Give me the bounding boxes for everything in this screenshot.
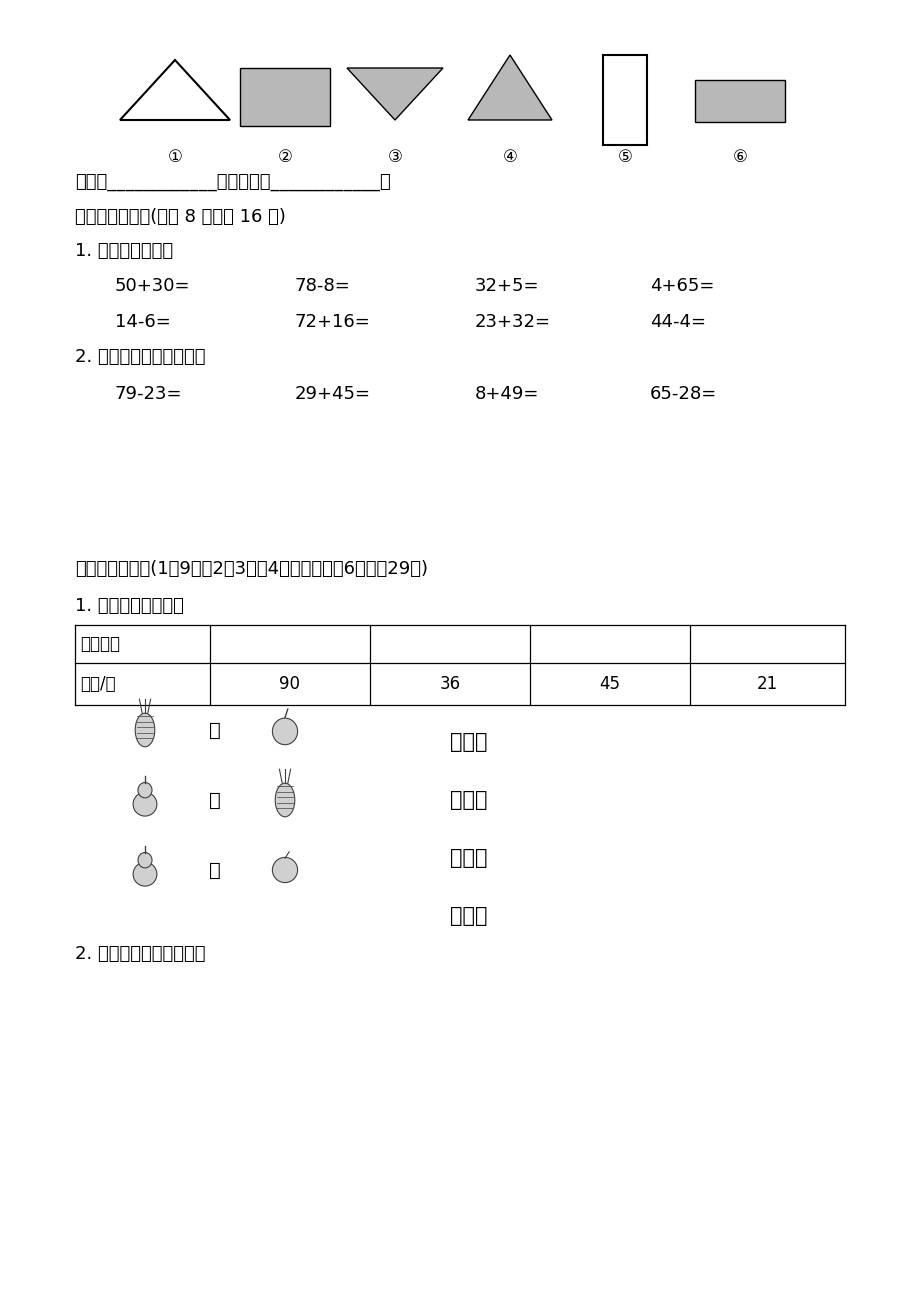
Bar [694, 79, 784, 122]
Text: 七、解决问题。(1题9分，2、3题各4分，其余每题6分，共29分): 七、解决问题。(1题9分，2、3题各4分，其余每题6分，共29分) [75, 560, 427, 578]
Text: 21: 21 [756, 674, 777, 693]
Text: 多一些: 多一些 [449, 732, 487, 753]
Text: ④: ④ [502, 148, 516, 165]
Text: 72+16=: 72+16= [295, 312, 370, 331]
Text: 23+32=: 23+32= [474, 312, 550, 331]
Bar [602, 55, 646, 145]
Text: 少一些: 少一些 [449, 848, 487, 868]
Text: 29+45=: 29+45= [295, 385, 370, 404]
Ellipse shape [138, 783, 152, 798]
Ellipse shape [272, 858, 297, 883]
Text: 一类是____________；另一类是____________。: 一类是____________；另一类是____________。 [75, 173, 391, 191]
Text: 多得多: 多得多 [449, 790, 487, 810]
Text: 2. 一个羽毛球拍多少元？: 2. 一个羽毛球拍多少元？ [75, 945, 205, 963]
Ellipse shape [275, 784, 294, 816]
Text: 2. 用竖式计算下面各题。: 2. 用竖式计算下面各题。 [75, 348, 205, 366]
Text: 比: 比 [209, 720, 221, 740]
Polygon shape [346, 68, 443, 120]
Text: 比: 比 [209, 861, 221, 879]
Text: 8+49=: 8+49= [474, 385, 539, 404]
Ellipse shape [133, 793, 157, 816]
Text: ①: ① [167, 148, 182, 165]
Text: 1. 直接写出得数。: 1. 直接写出得数。 [75, 242, 173, 260]
Polygon shape [468, 55, 551, 120]
Text: 79-23=: 79-23= [115, 385, 182, 404]
Text: 90: 90 [279, 674, 301, 693]
Ellipse shape [133, 862, 157, 887]
Text: ③: ③ [387, 148, 402, 165]
Ellipse shape [138, 853, 152, 868]
Text: 50+30=: 50+30= [115, 277, 190, 296]
Text: ②: ② [278, 148, 292, 165]
Text: 4+65=: 4+65= [650, 277, 713, 296]
Bar [240, 68, 330, 126]
Text: 44-4=: 44-4= [650, 312, 705, 331]
Text: ⑤: ⑤ [617, 148, 631, 165]
Text: 45: 45 [599, 674, 619, 693]
Text: 78-8=: 78-8= [295, 277, 350, 296]
Text: 六、计算园地。(每题 8 分，共 16 分): 六、计算园地。(每题 8 分，共 16 分) [75, 208, 286, 227]
Ellipse shape [135, 713, 154, 747]
Ellipse shape [272, 719, 297, 745]
Text: ⑥: ⑥ [732, 148, 746, 165]
Text: 比: 比 [209, 790, 221, 810]
Text: 32+5=: 32+5= [474, 277, 539, 296]
Text: 数量/个: 数量/个 [80, 674, 116, 693]
Text: 水果种类: 水果种类 [80, 635, 119, 654]
Text: 36: 36 [439, 674, 460, 693]
Text: 1. 选一选，连一连。: 1. 选一选，连一连。 [75, 598, 184, 615]
Text: 65-28=: 65-28= [650, 385, 717, 404]
Text: 14-6=: 14-6= [115, 312, 171, 331]
Text: 少得多: 少得多 [449, 906, 487, 926]
